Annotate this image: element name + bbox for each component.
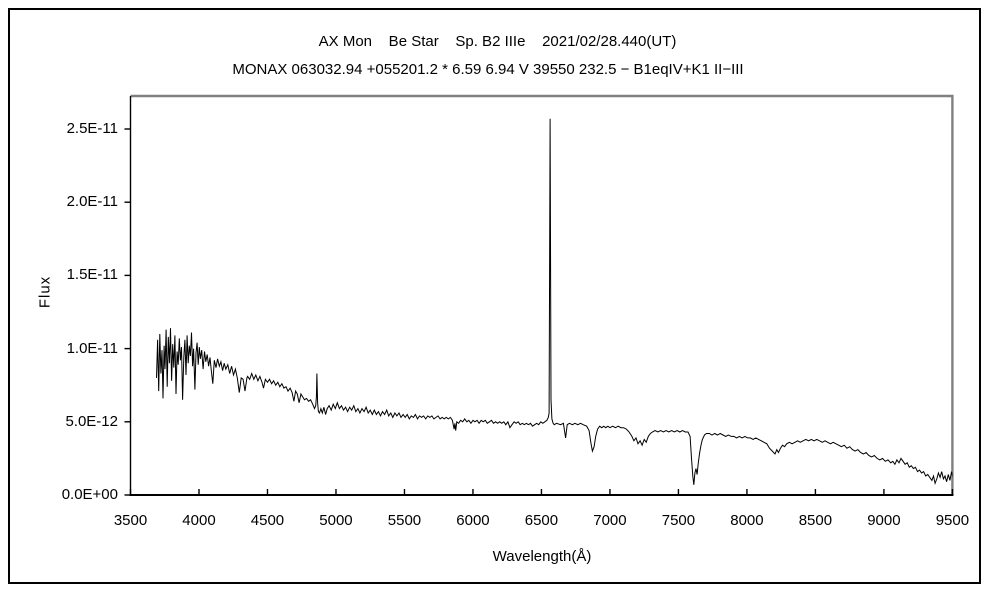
- y-tick-label: 1.0E-11: [66, 339, 118, 357]
- x-tick-label: 4000: [182, 512, 216, 529]
- y-tick-label: 2.5E-11: [66, 120, 118, 137]
- x-tick-label: 9500: [935, 512, 970, 529]
- chart-title: AX Mon Be Star Sp. B2 IIIe 2021/02/28.44…: [318, 33, 677, 50]
- x-tick-label: 6500: [524, 512, 559, 529]
- chart-subtitle: MONAX 063032.94 +055201.2 * 6.59 6.94 V …: [232, 61, 744, 78]
- outer-border: [8, 8, 981, 584]
- y-tick-label: 0.0E+00: [61, 486, 118, 503]
- x-tick-label: 4500: [250, 512, 285, 529]
- x-axis-title: Wavelength(Å): [492, 548, 592, 565]
- x-tick-label: 6000: [456, 512, 490, 529]
- x-tick-label: 9000: [867, 512, 901, 529]
- y-tick-label: 1.5E-11: [66, 266, 118, 284]
- y-tick-label: 2.0E-11: [66, 193, 118, 211]
- plot-frame: [130, 94, 954, 495]
- x-tick-label: 7000: [593, 512, 627, 529]
- x-tick-label: 8000: [730, 512, 764, 529]
- y-tick-label: 5.0E-12: [65, 412, 118, 430]
- x-tick-label: 3500: [113, 512, 148, 529]
- x-tick-label: 8500: [798, 512, 833, 529]
- spectrum-line: [156, 118, 953, 486]
- x-tick-label: 5000: [319, 512, 353, 529]
- x-tick-label: 7500: [661, 512, 696, 529]
- x-tick-label: 5500: [387, 512, 422, 529]
